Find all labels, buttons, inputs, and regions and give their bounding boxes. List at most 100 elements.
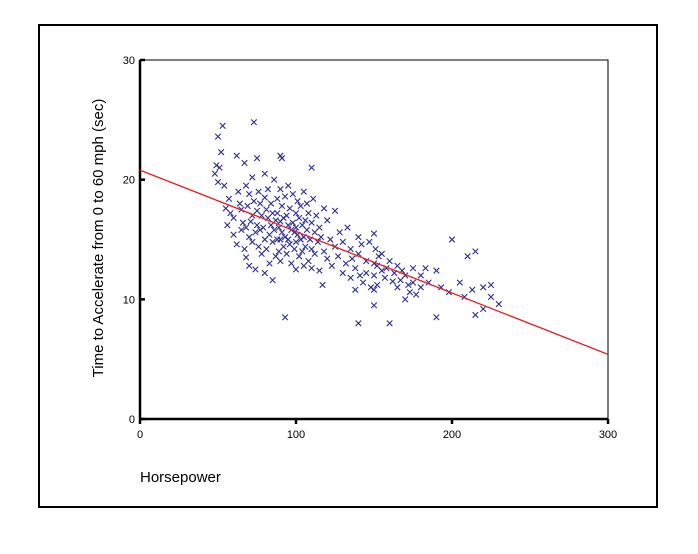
data-point — [313, 212, 320, 219]
data-point — [264, 186, 272, 193]
data-point — [305, 257, 312, 265]
data-point — [250, 198, 258, 205]
data-point — [252, 229, 259, 236]
data-point — [363, 269, 370, 277]
data-point — [269, 238, 276, 246]
data-point — [288, 260, 295, 267]
data-point — [324, 217, 331, 224]
data-point — [253, 207, 261, 214]
data-point — [221, 182, 228, 189]
data-point — [236, 200, 244, 207]
data-point — [394, 262, 401, 270]
y-axis-title: Time to Accelerate from 0 to 60 mph (sec… — [90, 99, 107, 378]
data-point — [289, 190, 297, 198]
data-point — [308, 265, 315, 272]
data-point — [253, 221, 261, 229]
data-point — [214, 178, 222, 186]
data-point — [469, 286, 476, 293]
data-point — [211, 170, 219, 177]
data-point — [320, 248, 328, 255]
data-point — [260, 224, 267, 231]
data-point — [241, 245, 248, 253]
data-point — [366, 238, 373, 246]
data-point — [373, 281, 381, 289]
x-tick-label: 100 — [287, 429, 305, 441]
data-point — [370, 272, 378, 279]
data-point — [389, 278, 396, 285]
data-point — [235, 188, 242, 195]
data-point — [283, 250, 290, 258]
data-point — [255, 188, 262, 195]
data-point — [278, 202, 286, 210]
data-point — [303, 226, 311, 234]
data-point — [239, 219, 247, 226]
data-point — [269, 276, 276, 284]
data-point — [487, 293, 495, 301]
data-point — [302, 243, 309, 250]
data-point — [266, 231, 273, 238]
data-point — [267, 200, 275, 207]
data-point — [222, 205, 229, 212]
data-point — [386, 257, 393, 265]
x-axis-title: Horsepower — [140, 469, 221, 486]
data-point — [269, 209, 276, 217]
data-point — [214, 133, 222, 140]
data-point — [263, 245, 270, 253]
data-point — [356, 272, 364, 279]
data-point — [286, 205, 293, 212]
data-point — [433, 267, 440, 274]
data-point — [381, 274, 389, 281]
data-point — [241, 159, 248, 167]
data-point — [358, 241, 365, 248]
data-point — [292, 238, 300, 246]
data-point — [242, 182, 250, 189]
data-point — [280, 243, 287, 250]
data-point — [238, 226, 245, 234]
data-point — [339, 238, 346, 246]
regression-line — [139, 169, 609, 355]
y-tick-label: 20 — [123, 175, 135, 187]
data-point — [242, 224, 250, 231]
data-point — [303, 200, 311, 207]
data-point — [370, 286, 378, 293]
data-point — [277, 236, 284, 243]
data-point — [334, 253, 342, 260]
data-point — [363, 257, 370, 265]
data-point — [266, 260, 273, 267]
data-point — [378, 267, 385, 274]
data-point — [331, 207, 339, 214]
data-point — [246, 233, 253, 241]
data-point — [255, 243, 262, 250]
data-point — [261, 236, 268, 243]
data-point — [311, 250, 318, 258]
data-point — [309, 195, 317, 203]
data-point — [300, 262, 307, 270]
data-point — [472, 248, 479, 255]
data-point — [225, 195, 233, 203]
data-point — [480, 305, 487, 313]
data-point — [433, 314, 440, 321]
data-point — [233, 241, 240, 248]
x-tick-label: 300 — [599, 429, 617, 441]
data-point — [263, 206, 270, 213]
data-point — [270, 176, 278, 183]
data-point — [386, 320, 393, 327]
plot-area — [139, 59, 609, 420]
data-point — [317, 233, 325, 241]
data-point — [270, 226, 278, 234]
data-point — [300, 188, 307, 195]
data-point — [253, 154, 261, 162]
data-point — [286, 241, 293, 248]
data-point — [295, 214, 303, 222]
data-point — [250, 119, 258, 126]
data-point — [308, 219, 315, 226]
data-point — [295, 253, 303, 260]
data-point — [299, 221, 306, 229]
data-point — [355, 320, 362, 327]
data-point — [289, 219, 297, 226]
data-point — [305, 209, 312, 217]
data-point — [249, 238, 256, 246]
data-point — [281, 314, 289, 321]
data-point — [308, 245, 315, 253]
y-tick-label: 10 — [123, 294, 135, 306]
